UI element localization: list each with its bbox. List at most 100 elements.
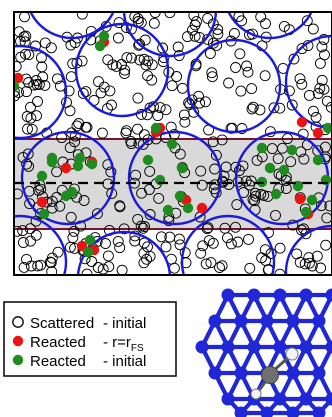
scattered-point [235, 85, 247, 97]
scattered-point [86, 256, 98, 267]
scattered-point [166, 80, 178, 92]
lattice-site-circle [180, 214, 276, 275]
scattered-point [234, 48, 246, 60]
scattered-point [298, 153, 310, 165]
scattered-point [260, 18, 271, 30]
scattered-point [177, 82, 188, 94]
reacted-initial-point [264, 162, 276, 174]
scattered-point [250, 190, 262, 202]
scattered-point [286, 99, 298, 111]
scattered-point [247, 101, 259, 113]
scattered-point [139, 34, 151, 46]
legend-marker-reacted-initial [12, 354, 24, 366]
legend-rfs-subscript: FS [131, 343, 144, 354]
scattered-point [23, 77, 35, 88]
scattered-point [138, 237, 150, 249]
reacted-initial-points-layer [14, 30, 332, 258]
scattered-point [202, 222, 214, 234]
scattered-point [146, 74, 158, 86]
scattered-point [23, 49, 35, 61]
scattered-point [68, 225, 80, 237]
hydrogen-atom [250, 388, 262, 400]
scattered-point [138, 257, 150, 269]
lattice-atom [195, 340, 209, 354]
scattered-point [24, 198, 36, 210]
scattered-point [112, 32, 124, 44]
scattered-point [298, 223, 310, 235]
scattered-point [138, 53, 150, 65]
lattice-atom [325, 392, 332, 406]
scattered-point [246, 103, 258, 115]
lattice-atom [299, 288, 313, 302]
lattice-site-circle [186, 38, 282, 134]
scattered-point [258, 189, 270, 201]
lattice-atom [234, 366, 248, 380]
reacted-initial-point [174, 190, 186, 202]
scattered-point [217, 175, 229, 187]
scattered-point [228, 28, 240, 39]
reacted-initial-point [36, 170, 48, 182]
scattered-point [51, 166, 63, 178]
scattered-point [26, 123, 38, 135]
reacted-initial-point [300, 206, 312, 218]
scattered-point [132, 123, 143, 135]
scattered-point [21, 111, 33, 122]
scattered-point [91, 208, 103, 220]
scattered-point [168, 262, 180, 274]
scattered-point [125, 135, 137, 147]
scattered-point [45, 257, 57, 269]
scattered-point [318, 34, 330, 45]
scattered-point [96, 127, 108, 139]
reacted-rfs-point [60, 162, 72, 174]
legend: Scattered - initial Reacted - r=rFS Reac… [3, 301, 177, 377]
scatter-panel [13, 11, 332, 276]
scattered-point [272, 153, 284, 165]
scattered-point [14, 225, 23, 237]
lattice-atom [273, 340, 287, 354]
scattered-point [231, 199, 243, 211]
scattered-point [179, 116, 191, 128]
lattice-atom [234, 406, 248, 417]
scattered-point [195, 247, 207, 259]
reacted-initial-point [94, 40, 106, 52]
reacted-initial-point [162, 204, 174, 216]
scattered-point [92, 262, 104, 273]
scattered-point [188, 12, 200, 21]
scattered-point [32, 96, 43, 107]
scattered-point [153, 192, 165, 204]
scattered-point [95, 87, 107, 99]
legend-box [3, 301, 177, 377]
scattered-point [232, 236, 244, 248]
scattered-point [103, 261, 115, 273]
lattice-site-circle [14, 44, 68, 140]
scattered-point [216, 260, 228, 272]
reacted-rfs-point [36, 196, 48, 208]
scattered-point [207, 136, 219, 148]
scattered-point [216, 134, 228, 146]
scattered-point [230, 62, 242, 73]
lattice-atom [286, 314, 300, 328]
scattered-point [171, 71, 183, 82]
scattered-point [207, 18, 219, 30]
scattered-point [307, 23, 319, 35]
scattered-point [200, 96, 211, 108]
scattered-point [193, 31, 205, 43]
scattered-point [80, 121, 92, 133]
scattered-point [144, 250, 156, 262]
scattered-point [310, 111, 322, 123]
scattered-point [100, 238, 111, 249]
reacted-initial-point [182, 202, 194, 214]
scattered-point [69, 130, 81, 142]
lattice-site-circles [14, 12, 332, 275]
scattered-point [76, 12, 88, 20]
lattice-atom [221, 340, 235, 354]
scattered-point [205, 257, 217, 269]
lattice-atom [273, 392, 287, 406]
scattered-point [139, 221, 150, 232]
scattered-point [160, 104, 172, 116]
legend-marker-scattered [12, 316, 24, 328]
lattice-site-circle [227, 12, 313, 40]
scattered-point [226, 122, 238, 134]
scattered-point [137, 222, 149, 234]
reacted-initial-point [150, 122, 162, 134]
